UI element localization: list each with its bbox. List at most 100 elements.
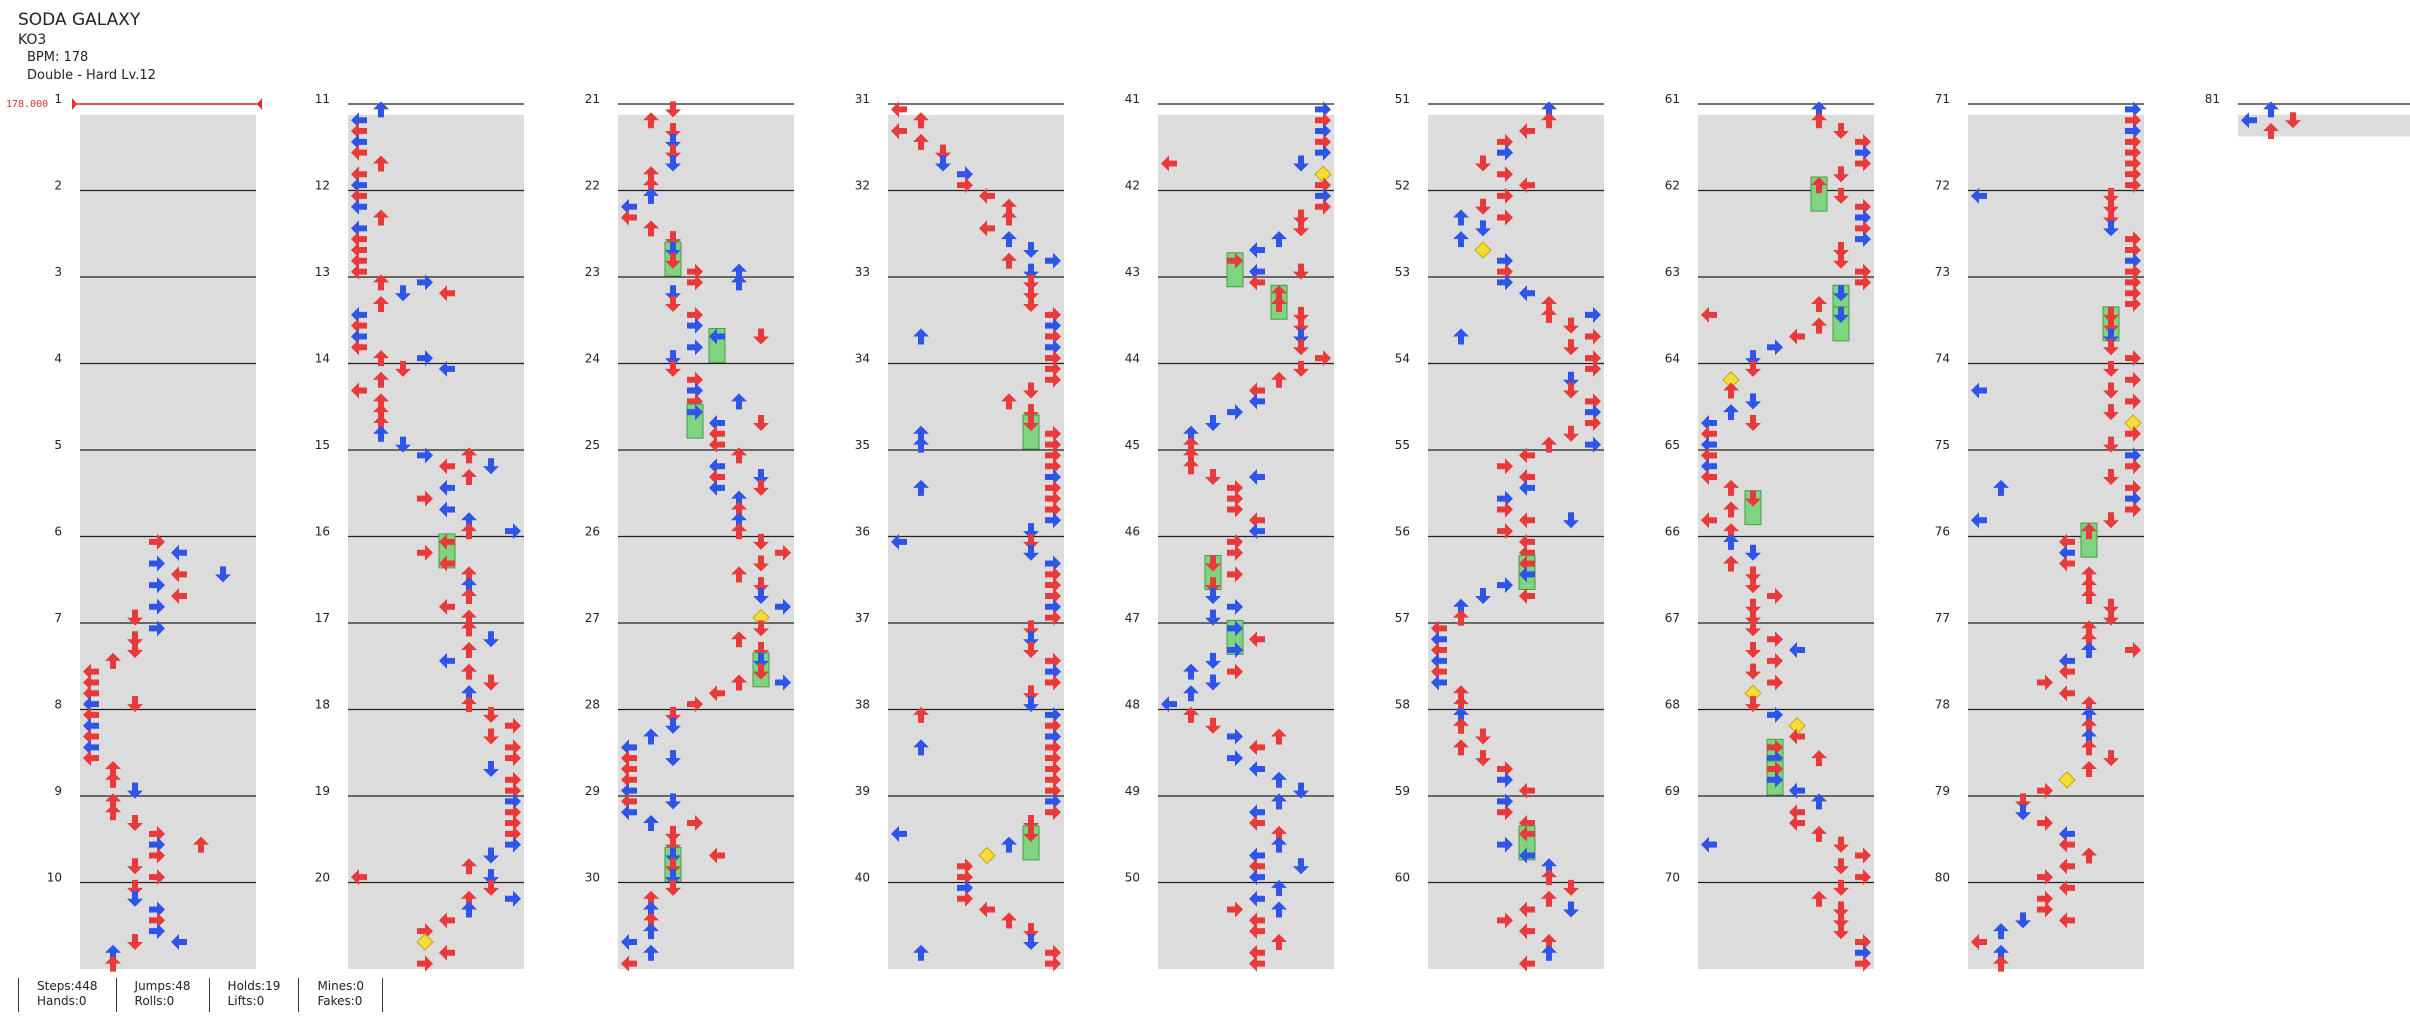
beat-stripe [1698, 244, 1874, 267]
beat-stripe [618, 914, 794, 937]
beat-stripe [1428, 158, 1604, 180]
beat-stripe [1698, 331, 1874, 353]
beat-stripe [1698, 590, 1874, 613]
beat-stripe [1968, 482, 2144, 505]
beat-stripe [1158, 374, 1334, 396]
beat-stripe [1158, 914, 1334, 937]
measure-number: 72 [1935, 179, 1950, 193]
measure-number: 40 [855, 871, 870, 885]
beat-stripe [1428, 763, 1604, 786]
beat-stripe [1428, 460, 1604, 483]
measure-number: 80 [1935, 871, 1950, 885]
beat-stripe [618, 741, 794, 764]
measure-number: 59 [1395, 784, 1410, 798]
beat-stripe [618, 763, 794, 786]
measure-number: 44 [1125, 352, 1140, 366]
beat-stripe [888, 893, 1064, 915]
beat-stripe [1428, 655, 1604, 678]
measure-number: 23 [585, 265, 600, 279]
stat-column: Mines:0 Fakes:0 [299, 978, 384, 1012]
measure-number: 74 [1935, 352, 1950, 366]
bpm-marker-tick [257, 98, 262, 110]
beat-stripe [1698, 677, 1874, 699]
beat-stripe [1698, 158, 1874, 180]
measure-number: 79 [1935, 784, 1950, 798]
beat-stripe [1968, 828, 2144, 851]
beat-stripe [80, 136, 256, 159]
beat-stripe [1428, 936, 1604, 959]
beat-stripe [618, 936, 794, 959]
beat-stripe [80, 655, 256, 678]
beat-stripe [1968, 763, 2144, 786]
beat-stripe [80, 417, 256, 440]
beat-stripe [888, 958, 1064, 969]
beat-stripe [1428, 504, 1604, 526]
measure-number: 56 [1395, 525, 1410, 539]
beat-stripe [1968, 936, 2144, 959]
song-title: SODA GALAXY [18, 10, 141, 30]
beat-stripe [888, 741, 1064, 764]
difficulty-text: Double - Hard Lv.12 [27, 68, 156, 83]
beat-stripe [1158, 287, 1334, 310]
measure-number: 63 [1665, 265, 1680, 279]
beat-stripe [618, 720, 794, 742]
beat-stripe [1158, 958, 1334, 969]
beat-stripe [888, 287, 1064, 310]
measure-number: 54 [1395, 352, 1410, 366]
beat-stripe [888, 806, 1064, 829]
measure-number: 69 [1665, 784, 1680, 798]
measure-number: 43 [1125, 265, 1140, 279]
beat-stripe [80, 590, 256, 613]
beat-stripe [888, 504, 1064, 526]
beat-stripe [1158, 136, 1334, 159]
measure-number: 25 [585, 438, 600, 452]
measure-number: 34 [855, 352, 870, 366]
beat-stripe [1158, 504, 1334, 526]
beat-stripe [618, 287, 794, 310]
rolls-count: Rolls:0 [134, 994, 175, 1008]
measure-number: 45 [1125, 438, 1140, 452]
beat-stripe [80, 914, 256, 937]
measure-number: 52 [1395, 179, 1410, 193]
beat-stripe [1968, 893, 2144, 915]
bpm-text: BPM: 178 [27, 50, 89, 65]
beat-stripe [348, 655, 524, 678]
beat-stripe [888, 417, 1064, 440]
beat-stripe [1428, 287, 1604, 310]
beat-stripe [348, 850, 524, 872]
beat-stripe [1968, 158, 2144, 180]
beat-stripe [1428, 136, 1604, 159]
measure-number: 3 [54, 265, 62, 279]
beat-stripe [888, 482, 1064, 505]
beat-stripe [348, 547, 524, 569]
measure-number: 57 [1395, 611, 1410, 625]
beat-stripe [80, 741, 256, 764]
beat-stripe [1698, 201, 1874, 223]
measure-number: 13 [315, 265, 330, 279]
hands-count: Hands:0 [37, 994, 87, 1008]
beat-stripe [1428, 828, 1604, 851]
beat-stripe [618, 633, 794, 656]
step-chart: 1234567891011121314151617181920212223242… [6, 92, 2410, 972]
beat-stripe [348, 720, 524, 742]
jumps-count: Jumps:48 [134, 979, 191, 993]
beat-stripe [1158, 244, 1334, 267]
beat-stripe [1158, 677, 1334, 699]
beat-stripe [80, 244, 256, 267]
measure-number: 12 [315, 179, 330, 193]
beat-stripe [80, 374, 256, 396]
beat-stripe [348, 244, 524, 267]
beat-stripe [888, 763, 1064, 786]
beat-stripe [1428, 374, 1604, 396]
measure-number: 26 [585, 525, 600, 539]
beat-stripe [1968, 741, 2144, 764]
beat-stripe [348, 395, 524, 418]
measure-number: 73 [1935, 265, 1950, 279]
beat-stripe [348, 763, 524, 786]
measure-number: 39 [855, 784, 870, 798]
measure-number: 33 [855, 265, 870, 279]
measure-number: 61 [1665, 92, 1680, 106]
measure-number: 46 [1125, 525, 1140, 539]
beat-stripe [80, 309, 256, 332]
beat-stripe [1698, 720, 1874, 742]
